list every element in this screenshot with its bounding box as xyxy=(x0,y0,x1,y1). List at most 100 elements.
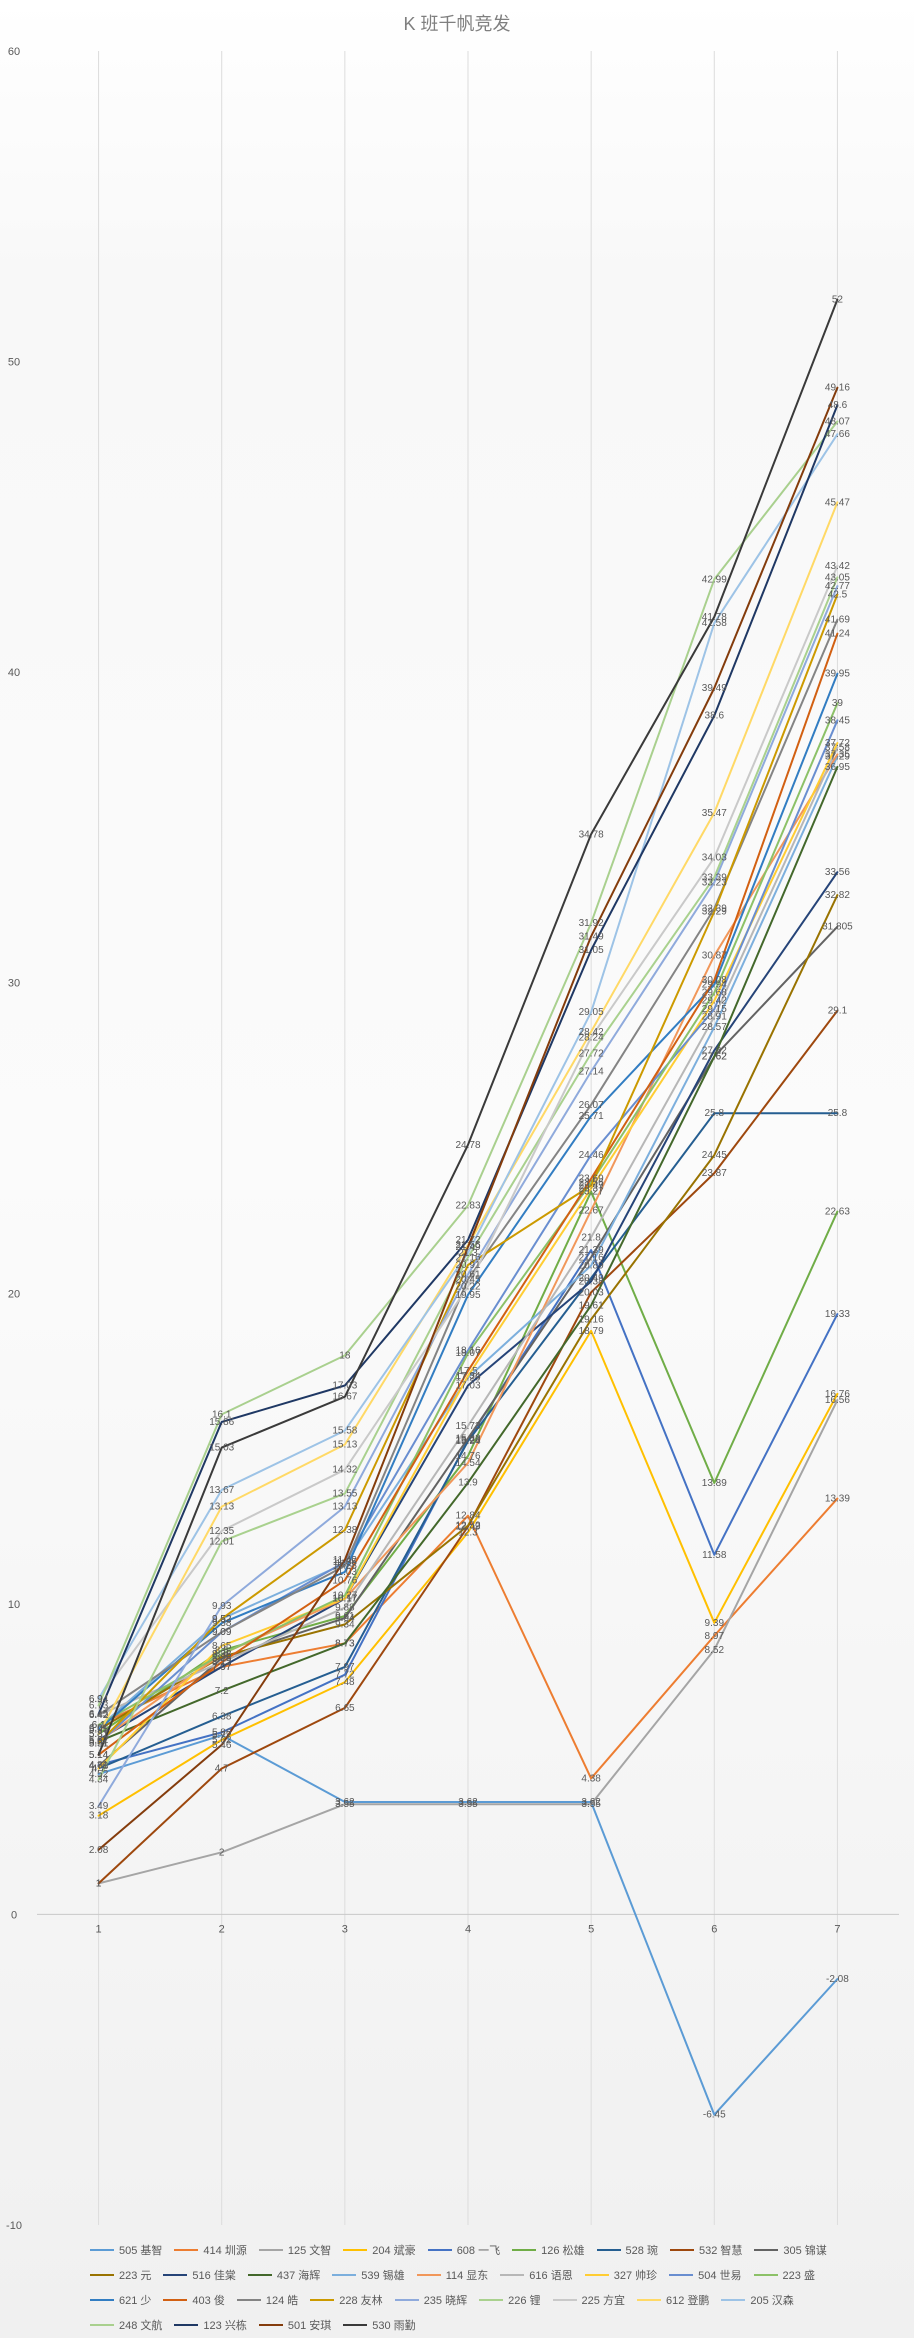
legend-swatch xyxy=(343,2249,368,2251)
data-label: 6.1 xyxy=(92,1720,106,1731)
data-label: 16.1 xyxy=(212,1409,232,1420)
data-label: 18.79 xyxy=(579,1326,604,1337)
data-label: 45.47 xyxy=(825,497,850,508)
data-label: 6.42 xyxy=(89,1710,109,1721)
data-label: 41.58 xyxy=(702,618,727,629)
data-label: 8.38 xyxy=(212,1649,232,1660)
data-label: 3.49 xyxy=(89,1801,109,1812)
data-label: 4.52 xyxy=(89,1769,109,1780)
data-label: 42.5 xyxy=(828,590,848,601)
data-label: 48.07 xyxy=(825,417,850,428)
data-label: 5.86 xyxy=(212,1727,232,1738)
legend-swatch xyxy=(343,2324,368,2326)
x-tick-label: 3 xyxy=(342,1923,348,1935)
legend-item: 226 锂 xyxy=(479,2292,541,2308)
data-label-layer: 4.52 5.77 3.62 3.62 3.62 -6.45 -2.08 6.1 7.97 8.7… xyxy=(89,294,853,2120)
data-label: 15.58 xyxy=(332,1426,357,1437)
legend-label: 621 少 xyxy=(119,2295,152,2307)
legend-swatch xyxy=(174,2324,199,2326)
x-tick-label: 1 xyxy=(96,1923,102,1935)
data-label: 10.76 xyxy=(332,1575,357,1586)
legend-item: 504 世易 xyxy=(669,2267,742,2283)
legend-item: 505 基智 xyxy=(90,2242,162,2258)
legend-item: 204 斌豪 xyxy=(343,2242,416,2258)
data-label: 23.37 xyxy=(579,1184,604,1195)
data-label: 34.78 xyxy=(579,829,604,840)
data-label: 36.95 xyxy=(825,762,850,773)
y-tick-label: 40 xyxy=(8,667,20,679)
data-label: 5.46 xyxy=(212,1740,232,1751)
data-label: 6.65 xyxy=(335,1703,355,1714)
data-label: 5.77 xyxy=(212,1730,232,1741)
legend-label: 205 汉森 xyxy=(750,2295,794,2307)
data-label: 3.55 xyxy=(335,1799,355,1810)
legend-swatch xyxy=(596,2249,621,2251)
legend-item: 223 盛 xyxy=(753,2267,815,2283)
legend-label: 516 佳棠 xyxy=(192,2270,236,2282)
legend-label: 437 海辉 xyxy=(276,2270,321,2282)
data-label: 6.1 xyxy=(92,1720,106,1731)
data-label: 8.73 xyxy=(335,1638,355,1649)
legend-item: 248 文航 xyxy=(90,2317,162,2333)
data-label: 4.7 xyxy=(92,1763,106,1774)
data-label: 43.42 xyxy=(825,561,850,572)
legend-label: 123 兴栋 xyxy=(203,2320,247,2332)
data-label: 6.73 xyxy=(89,1700,109,1711)
data-label: 39.95 xyxy=(825,669,850,680)
x-tick-label: 6 xyxy=(711,1923,717,1935)
data-label: 4.81 xyxy=(89,1760,109,1771)
data-label: 4.38 xyxy=(581,1773,601,1784)
data-label: 9.09 xyxy=(212,1627,232,1638)
legend-label: 528 琬 xyxy=(625,2245,658,2257)
data-label: 9.54 xyxy=(335,1613,355,1624)
legend-label: 505 基智 xyxy=(119,2245,163,2257)
legend-label: 530 雨勤 xyxy=(372,2320,416,2332)
data-label: 21.72 xyxy=(455,1235,480,1246)
data-label: 32.39 xyxy=(702,903,727,914)
data-label: 20.89 xyxy=(579,1261,604,1272)
data-label: 7.97 xyxy=(335,1662,355,1673)
data-label: 33.23 xyxy=(702,877,727,888)
legend-item: 437 海辉 xyxy=(247,2267,321,2283)
data-label: 8.38 xyxy=(212,1649,232,1660)
legend-swatch xyxy=(236,2299,261,2301)
data-label: 13.9 xyxy=(458,1478,478,1489)
data-label: 23.56 xyxy=(579,1178,604,1189)
legend-label: 204 斌豪 xyxy=(372,2245,416,2257)
legend-item: 235 晓辉 xyxy=(394,2292,467,2308)
data-label: 6.38 xyxy=(212,1711,232,1722)
data-label: 5.95 xyxy=(89,1725,109,1736)
data-label: 41.78 xyxy=(702,612,727,623)
data-label: 22.67 xyxy=(579,1205,604,1216)
data-label: 20.22 xyxy=(455,1281,480,1292)
series-line xyxy=(97,585,839,1807)
data-label: 23.27 xyxy=(579,1187,604,1198)
data-label: 19.95 xyxy=(455,1290,480,1301)
legend-swatch xyxy=(427,2249,452,2251)
data-label: 15.03 xyxy=(209,1443,234,1454)
data-label: 27.14 xyxy=(579,1067,604,1078)
data-label: 21.3 xyxy=(458,1248,478,1259)
y-tick-label: -10 xyxy=(6,2220,22,2232)
series-line xyxy=(97,894,839,1731)
y-tick-label: 0 xyxy=(11,1909,17,1921)
data-label: 3.62 xyxy=(335,1797,355,1808)
data-label: 9.52 xyxy=(212,1614,232,1625)
data-label: 32.29 xyxy=(702,907,727,918)
data-label: 15.13 xyxy=(332,1440,357,1451)
data-label: 43.05 xyxy=(825,572,850,583)
series-line xyxy=(97,1329,839,1817)
data-label: 5.51 xyxy=(89,1738,109,1749)
series-line xyxy=(97,420,839,1707)
data-label: 10.17 xyxy=(332,1594,357,1605)
data-label: 5.57 xyxy=(89,1736,109,1747)
data-label: 6.45 xyxy=(89,1709,109,1720)
legend-swatch xyxy=(669,2249,694,2251)
data-label: 9.93 xyxy=(212,1601,232,1612)
data-label: 15.73 xyxy=(455,1421,480,1432)
x-tick-label: 2 xyxy=(219,1923,225,1935)
data-label: 38.45 xyxy=(825,715,850,726)
legend-item: 403 俊 xyxy=(163,2292,225,2308)
